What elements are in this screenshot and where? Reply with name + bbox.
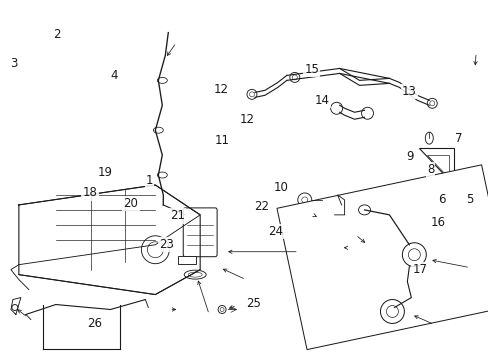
Circle shape bbox=[330, 102, 342, 114]
Circle shape bbox=[292, 75, 297, 80]
Text: 26: 26 bbox=[87, 317, 102, 330]
Text: 7: 7 bbox=[454, 132, 462, 145]
Bar bbox=[178, 256, 196, 264]
Circle shape bbox=[361, 107, 373, 119]
Text: 15: 15 bbox=[304, 63, 319, 76]
Text: 21: 21 bbox=[170, 210, 185, 222]
Polygon shape bbox=[427, 155, 448, 178]
Text: 11: 11 bbox=[215, 134, 230, 147]
Circle shape bbox=[12, 305, 18, 310]
Circle shape bbox=[402, 243, 426, 267]
Ellipse shape bbox=[141, 236, 169, 264]
Circle shape bbox=[427, 98, 436, 108]
Circle shape bbox=[301, 197, 307, 203]
Circle shape bbox=[334, 202, 344, 212]
Circle shape bbox=[218, 306, 225, 314]
Text: 23: 23 bbox=[159, 238, 174, 251]
Text: 6: 6 bbox=[437, 193, 445, 206]
Circle shape bbox=[246, 89, 256, 99]
Ellipse shape bbox=[425, 132, 432, 144]
Text: 1: 1 bbox=[145, 174, 153, 186]
Text: 20: 20 bbox=[123, 197, 138, 210]
Circle shape bbox=[429, 101, 434, 106]
Text: 4: 4 bbox=[110, 69, 118, 82]
Circle shape bbox=[249, 92, 254, 97]
Ellipse shape bbox=[157, 172, 167, 178]
Text: 17: 17 bbox=[411, 263, 427, 276]
Text: 13: 13 bbox=[401, 85, 416, 98]
Circle shape bbox=[407, 249, 420, 261]
Circle shape bbox=[380, 300, 404, 323]
Ellipse shape bbox=[147, 242, 163, 258]
Text: 25: 25 bbox=[245, 297, 260, 310]
Circle shape bbox=[289, 72, 299, 82]
Bar bbox=[276, 165, 488, 350]
Text: 9: 9 bbox=[406, 150, 413, 163]
Circle shape bbox=[297, 193, 311, 207]
Polygon shape bbox=[419, 148, 453, 185]
Text: 5: 5 bbox=[465, 193, 472, 206]
Text: 14: 14 bbox=[314, 94, 329, 107]
Text: 18: 18 bbox=[82, 186, 97, 199]
FancyBboxPatch shape bbox=[183, 208, 217, 257]
Ellipse shape bbox=[184, 270, 206, 279]
Text: 3: 3 bbox=[10, 57, 18, 70]
Ellipse shape bbox=[358, 205, 370, 215]
Text: 24: 24 bbox=[267, 225, 282, 238]
Text: 12: 12 bbox=[239, 113, 254, 126]
Text: 22: 22 bbox=[254, 201, 268, 213]
Circle shape bbox=[386, 306, 398, 318]
Ellipse shape bbox=[153, 127, 163, 133]
Ellipse shape bbox=[188, 272, 202, 277]
Ellipse shape bbox=[157, 77, 167, 84]
Text: 2: 2 bbox=[53, 28, 61, 41]
Text: 19: 19 bbox=[97, 166, 112, 179]
Text: 10: 10 bbox=[273, 181, 288, 194]
Text: 8: 8 bbox=[426, 163, 433, 176]
Text: 12: 12 bbox=[214, 83, 229, 96]
Text: 16: 16 bbox=[429, 216, 445, 229]
Circle shape bbox=[220, 307, 224, 311]
